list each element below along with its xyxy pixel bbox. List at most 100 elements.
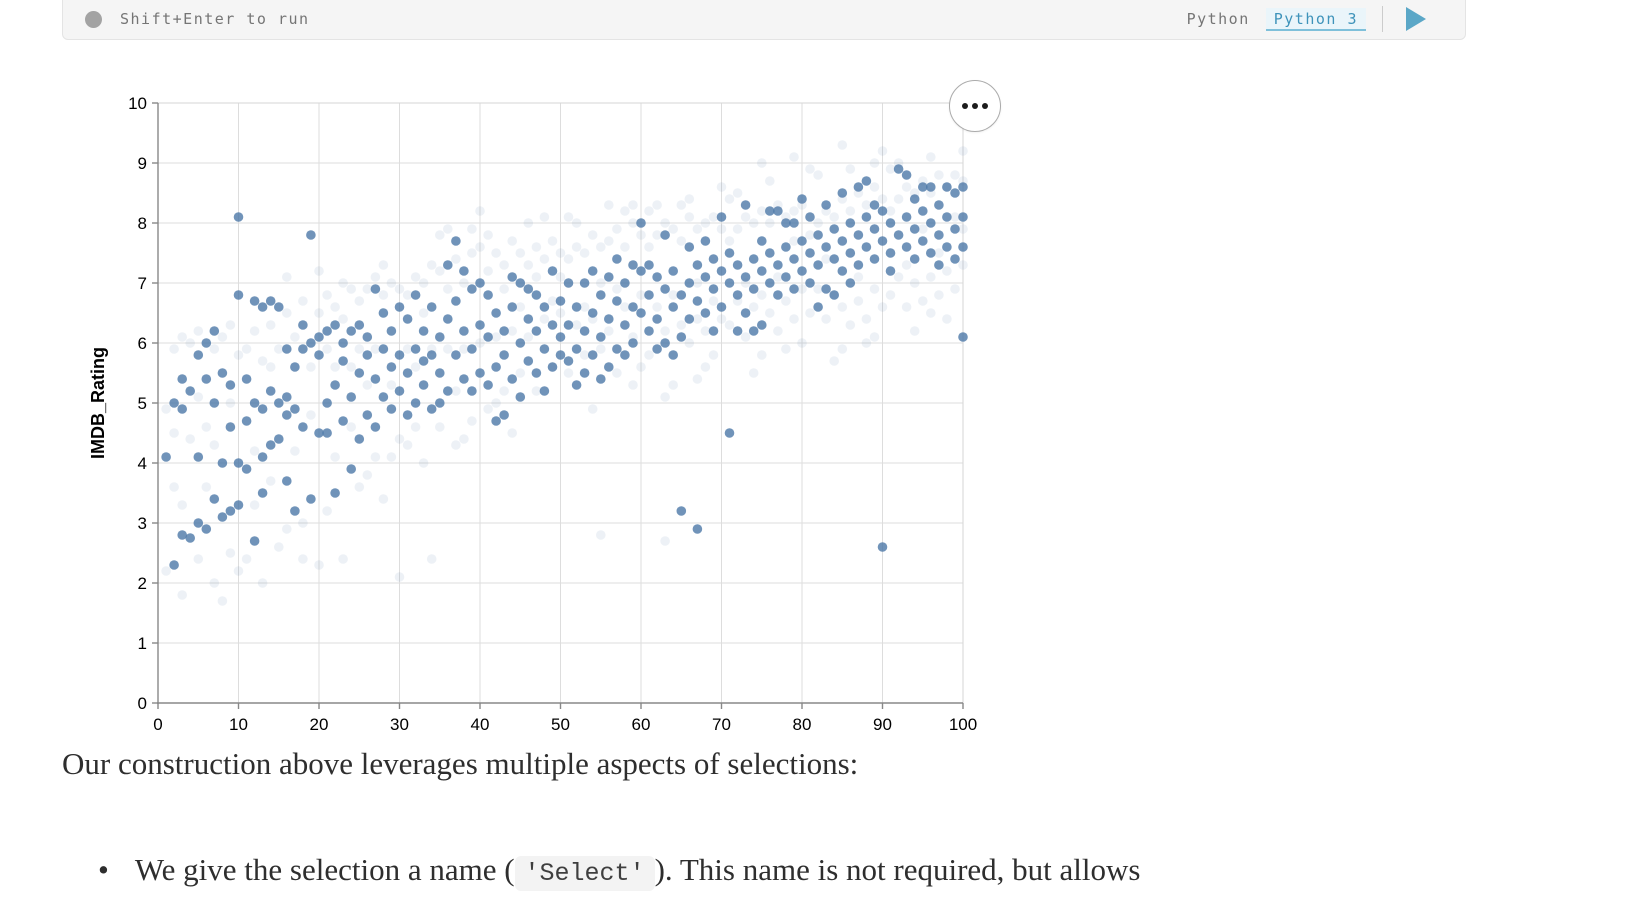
- data-point: [475, 368, 485, 378]
- y-tick-label: 1: [138, 634, 147, 653]
- data-point: [394, 350, 405, 360]
- data-point: [716, 224, 727, 234]
- data-point: [861, 176, 872, 186]
- data-point: [660, 284, 670, 294]
- data-point: [692, 314, 703, 324]
- data-point: [338, 278, 348, 288]
- data-point: [491, 308, 501, 318]
- data-point: [869, 224, 880, 234]
- data-point: [571, 242, 582, 252]
- data-point: [909, 224, 920, 234]
- data-point: [652, 200, 662, 210]
- data-point: [499, 284, 509, 294]
- data-point: [732, 326, 743, 336]
- run-cell-button[interactable]: [1399, 4, 1433, 34]
- data-point: [700, 272, 711, 282]
- kernel-selector[interactable]: Python 3: [1265, 7, 1366, 31]
- data-point: [314, 350, 324, 360]
- data-point: [338, 338, 348, 348]
- data-point: [620, 302, 630, 312]
- data-point: [169, 344, 179, 354]
- data-point: [636, 362, 646, 372]
- data-point: [700, 236, 711, 246]
- data-point: [249, 398, 260, 408]
- data-point: [322, 398, 332, 408]
- data-point: [757, 266, 767, 276]
- data-point: [265, 320, 276, 330]
- data-point: [571, 380, 582, 390]
- data-point: [306, 494, 316, 504]
- kernel-status-icon: [85, 10, 102, 28]
- data-point: [330, 488, 340, 498]
- data-point: [547, 320, 558, 330]
- data-point: [241, 554, 252, 564]
- data-point: [579, 350, 590, 360]
- data-point: [249, 326, 260, 336]
- data-point: [620, 242, 630, 252]
- data-point: [555, 350, 566, 360]
- data-point: [370, 272, 381, 282]
- data-point: [435, 230, 445, 240]
- data-point: [918, 296, 928, 306]
- data-point: [765, 278, 775, 288]
- data-point: [604, 326, 614, 336]
- data-point: [274, 302, 284, 312]
- data-point: [459, 278, 469, 288]
- data-point: [668, 380, 678, 390]
- data-point: [435, 266, 445, 276]
- data-point: [652, 314, 662, 324]
- data-point: [877, 206, 888, 216]
- y-tick-label: 3: [138, 514, 147, 533]
- data-point: [249, 296, 260, 306]
- data-point: [282, 524, 292, 534]
- bullet-list-item: • We give the selection a name ('Select'…: [98, 848, 1518, 893]
- data-point: [402, 344, 413, 354]
- data-point: [901, 302, 912, 312]
- data-point: [668, 224, 678, 234]
- data-point: [346, 284, 357, 294]
- data-point: [169, 428, 179, 438]
- data-point: [418, 458, 429, 468]
- data-point: [426, 260, 437, 270]
- data-point: [773, 206, 783, 216]
- data-point: [209, 344, 220, 354]
- data-point: [748, 368, 759, 378]
- data-point: [467, 386, 477, 396]
- y-tick-label: 8: [138, 214, 147, 233]
- data-point: [209, 398, 220, 408]
- data-point: [837, 344, 848, 354]
- data-point: [668, 266, 678, 276]
- data-point: [587, 230, 598, 240]
- data-point: [821, 242, 831, 252]
- data-point: [901, 242, 912, 252]
- data-point: [410, 422, 421, 432]
- data-point: [861, 212, 872, 222]
- data-point: [370, 452, 381, 462]
- data-point: [177, 374, 187, 384]
- data-point: [217, 332, 228, 342]
- data-point: [869, 332, 880, 342]
- chart-actions-button[interactable]: [949, 80, 1001, 132]
- data-point: [467, 344, 477, 354]
- data-point: [885, 290, 896, 300]
- data-point: [773, 326, 783, 336]
- data-point: [692, 296, 703, 306]
- data-point: [950, 170, 960, 180]
- data-point: [676, 290, 687, 300]
- data-point: [354, 434, 365, 444]
- data-point: [587, 350, 598, 360]
- data-point: [531, 242, 542, 252]
- data-point: [378, 392, 389, 402]
- data-point: [596, 290, 606, 300]
- data-point: [435, 368, 445, 378]
- data-point: [507, 272, 517, 282]
- data-point: [668, 302, 678, 312]
- data-point: [942, 266, 952, 276]
- data-point: [459, 434, 469, 444]
- kernel-group: Python Python 3: [1187, 0, 1447, 34]
- data-point: [571, 302, 582, 312]
- data-point: [660, 218, 670, 228]
- data-point: [225, 380, 236, 390]
- data-point: [185, 386, 195, 396]
